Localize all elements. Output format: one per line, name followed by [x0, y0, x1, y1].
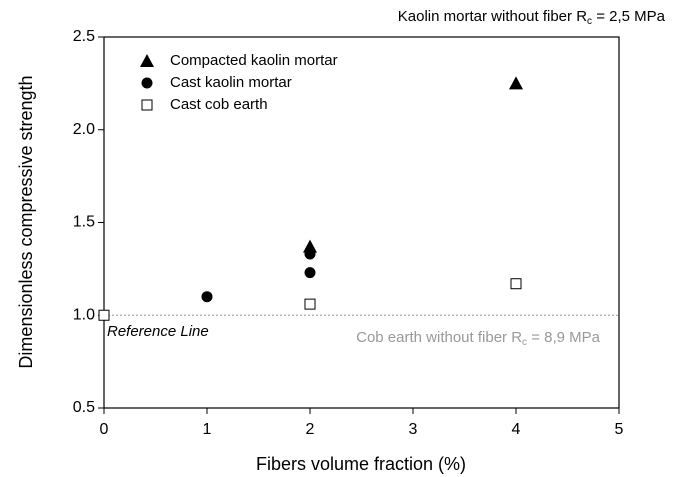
plot-frame	[103, 36, 620, 409]
point	[304, 248, 316, 260]
annotation-after: = 8,9 MPa	[527, 329, 601, 346]
point	[510, 278, 522, 290]
point	[303, 239, 317, 253]
x-axis-label: Fibers volume fraction (%)	[256, 454, 466, 474]
x-tick-label: 1	[203, 421, 212, 438]
point	[509, 76, 523, 90]
reference-label: Reference Line	[107, 323, 209, 340]
y-tick-label: 1.0	[73, 306, 95, 323]
annotation-text: Kaolin mortar without fiber R	[398, 8, 587, 25]
annotation: Cob earth without fiber Rc = 8,9 MPa	[356, 329, 601, 348]
legend-marker	[141, 99, 153, 111]
legend-marker	[141, 77, 153, 89]
x-tick-label: 3	[409, 421, 418, 438]
x-tick-label: 5	[615, 421, 624, 438]
point	[304, 298, 316, 310]
y-tick-label: 1.5	[73, 214, 95, 231]
x-tick-label: 4	[512, 421, 521, 438]
annotation-sub: c	[522, 337, 527, 348]
y-axis-label: Dimensionless compressive strength	[16, 75, 36, 368]
y-tick-label: 2.5	[73, 28, 95, 45]
legend-label: Compacted kaolin mortar	[170, 52, 338, 69]
annotation: Kaolin mortar without fiber Rc = 2,5 MPa	[398, 8, 666, 27]
x-tick-label: 2	[306, 421, 315, 438]
y-tick-label: 0.5	[73, 399, 95, 416]
annotation-sub: c	[587, 16, 592, 27]
point	[201, 291, 213, 303]
annotation-text: Cob earth without fiber R	[356, 329, 522, 346]
x-tick-label: 0	[100, 421, 109, 438]
annotation-after: = 2,5 MPa	[592, 8, 666, 25]
legend-marker	[140, 54, 154, 67]
y-tick-label: 2.0	[73, 121, 95, 138]
legend-label: Cast cob earth	[170, 96, 268, 113]
legend-label: Cast kaolin mortar	[170, 74, 292, 91]
point	[304, 267, 316, 279]
point	[98, 309, 110, 321]
